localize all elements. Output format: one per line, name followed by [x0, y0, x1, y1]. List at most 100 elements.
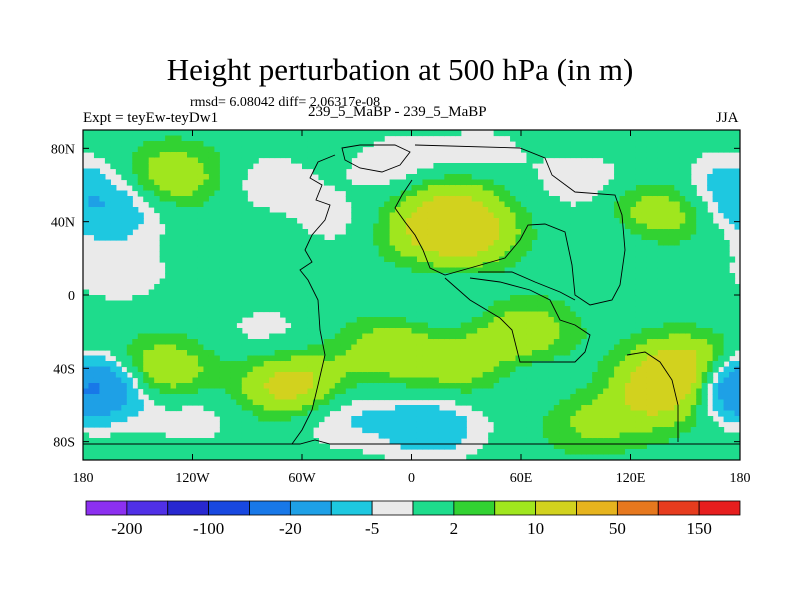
field-cell — [406, 421, 413, 428]
field-cell — [521, 273, 528, 280]
field-cell — [542, 355, 549, 362]
field-cell — [477, 163, 484, 170]
field-cell — [510, 300, 517, 307]
field-cell — [236, 366, 243, 373]
field-cell — [230, 394, 237, 401]
field-cell — [291, 218, 298, 225]
field-cell — [291, 328, 298, 335]
field-cell — [531, 218, 539, 225]
field-cell — [197, 399, 205, 406]
field-cell — [192, 438, 199, 445]
field-cell — [548, 405, 555, 412]
field-cell — [225, 229, 232, 236]
field-cell — [197, 190, 205, 197]
field-cell — [592, 449, 599, 456]
field-cell — [192, 300, 199, 307]
field-cell — [444, 190, 451, 197]
field-cell — [99, 130, 106, 137]
field-cell — [181, 240, 188, 247]
field-cell — [438, 278, 445, 285]
field-cell — [526, 218, 533, 225]
field-cell — [126, 344, 133, 351]
field-cell — [471, 163, 478, 170]
field-cell — [192, 339, 199, 346]
field-cell — [263, 256, 270, 263]
field-cell — [471, 201, 478, 208]
field-cell — [406, 190, 413, 197]
field-cell — [236, 201, 243, 208]
field-cell — [422, 300, 429, 307]
field-cell — [373, 284, 380, 291]
field-cell — [159, 190, 166, 197]
field-cell — [521, 223, 528, 230]
field-cell — [455, 174, 462, 181]
field-cell — [110, 377, 117, 384]
field-cell — [99, 454, 106, 460]
field-cell — [93, 223, 101, 230]
field-cell — [373, 383, 380, 390]
field-cell — [192, 344, 199, 351]
field-cell — [225, 432, 232, 439]
field-cell — [230, 410, 237, 417]
field-cell — [356, 146, 363, 153]
field-cell — [345, 339, 352, 346]
field-cell — [531, 344, 539, 351]
field-cell — [115, 146, 122, 153]
field-cell — [438, 256, 445, 263]
field-cell — [192, 361, 199, 368]
field-cell — [302, 344, 309, 351]
field-cell — [449, 207, 456, 214]
field-cell — [537, 267, 544, 274]
field-cell — [466, 185, 473, 192]
field-cell — [203, 251, 210, 258]
field-cell — [192, 196, 199, 203]
field-cell — [466, 262, 473, 269]
field-cell — [214, 454, 221, 460]
field-cell — [192, 306, 199, 313]
field-cell — [302, 240, 309, 247]
field-cell — [93, 196, 101, 203]
field-cell — [466, 229, 473, 236]
field-cell — [88, 146, 95, 153]
field-cell — [274, 152, 281, 159]
field-cell — [334, 449, 341, 456]
field-cell — [93, 306, 101, 313]
field-cell — [252, 339, 259, 346]
field-cell — [499, 267, 506, 274]
field-cell — [444, 344, 451, 351]
field-cell — [329, 317, 336, 324]
field-cell — [159, 284, 166, 291]
field-cell — [559, 377, 566, 384]
field-cell — [378, 229, 385, 236]
field-cell — [444, 438, 451, 445]
field-cell — [504, 190, 511, 197]
field-cell — [531, 383, 539, 390]
field-cell — [187, 207, 194, 214]
field-cell — [307, 366, 314, 373]
field-cell — [444, 317, 451, 324]
field-cell — [307, 344, 314, 351]
field-cell — [471, 278, 478, 285]
field-cell — [225, 333, 232, 340]
field-cell — [504, 377, 511, 384]
field-cell — [411, 328, 418, 335]
field-cell — [575, 229, 582, 236]
field-cell — [291, 306, 298, 313]
field-cell — [553, 394, 560, 401]
field-cell — [312, 383, 320, 390]
field-cell — [608, 295, 615, 302]
field-cell — [559, 300, 566, 307]
field-cell — [110, 344, 117, 351]
field-cell — [93, 388, 101, 395]
field-cell — [291, 344, 298, 351]
field-cell — [488, 196, 495, 203]
field-cell — [269, 234, 276, 241]
field-cell — [280, 388, 287, 395]
field-cell — [515, 218, 522, 225]
field-cell — [411, 372, 418, 379]
field-cell — [318, 344, 325, 351]
field-cell — [176, 333, 183, 340]
field-cell — [559, 146, 566, 153]
field-cell — [466, 223, 473, 230]
field-cell — [438, 432, 445, 439]
